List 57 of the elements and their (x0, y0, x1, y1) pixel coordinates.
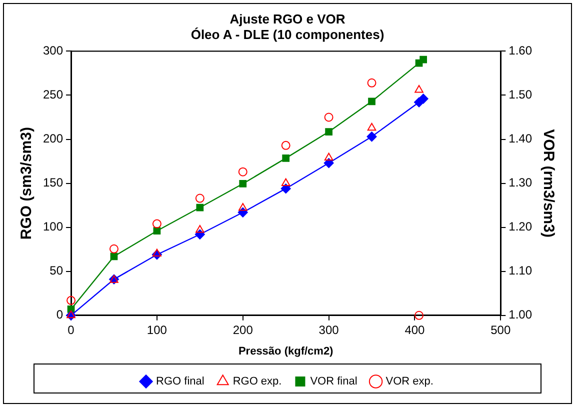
y-tick-label: 50 (50, 264, 64, 278)
point (152, 219, 162, 228)
chart-title: Ajuste RGO e VOR (230, 11, 346, 26)
legend-label: RGO final (156, 376, 204, 388)
point (239, 180, 247, 188)
y2-tick-label: 1.00 (508, 308, 532, 322)
x-tick-label: 300 (318, 322, 340, 337)
x-tick-label: 500 (490, 322, 511, 337)
point (66, 296, 76, 305)
point (325, 128, 332, 136)
point (366, 132, 377, 142)
point (281, 140, 290, 150)
y2-tick-label: 1.50 (508, 88, 532, 102)
point (195, 194, 204, 203)
y2-tick-label: 1.10 (508, 264, 532, 278)
point (153, 227, 161, 235)
point (238, 167, 248, 176)
point (196, 204, 204, 212)
y2-tick-label: 1.30 (508, 176, 532, 190)
y-tick-label: 100 (42, 220, 64, 234)
point (324, 152, 334, 161)
x-axis-title: Pressão (kgf/cm2) (238, 345, 334, 358)
legend-label: RGO exp. (232, 376, 282, 388)
point (109, 244, 118, 254)
y-tick-label: 150 (42, 176, 64, 190)
y-tick-label: 200 (42, 132, 64, 146)
y-tick-label: 250 (42, 88, 64, 102)
point (324, 158, 334, 168)
y-tick-label: 300 (42, 44, 64, 58)
chart-subtitle: Óleo A - DLE (10 componentes) (190, 26, 384, 42)
point (280, 184, 291, 194)
y-axis-title: RGO (sm3/sm3) (18, 127, 36, 240)
point (282, 154, 290, 162)
y2-axis-title: VOR (rm3/sm3) (540, 129, 557, 238)
x-tick-label: 100 (146, 322, 168, 337)
x-tick-label: 200 (232, 322, 254, 337)
point (414, 310, 424, 320)
point (414, 84, 424, 93)
point (420, 56, 427, 64)
point (418, 94, 428, 104)
y2-tick-label: 1.60 (508, 44, 532, 58)
point (367, 122, 376, 131)
point (368, 98, 376, 106)
y2-tick-label: 1.20 (508, 220, 532, 234)
point (238, 202, 248, 211)
x-tick-label: 400 (404, 322, 426, 337)
legend-label: VOR exp. (386, 376, 434, 388)
x-tick-label: 0 (68, 322, 75, 337)
y-tick-label: 0 (56, 308, 64, 322)
point (196, 224, 204, 233)
legend-label: VOR final (310, 376, 358, 388)
point (281, 178, 290, 186)
point (110, 252, 118, 260)
point (324, 112, 334, 122)
point (152, 248, 162, 257)
y2-tick-label: 1.40 (508, 132, 532, 146)
point (367, 78, 376, 88)
